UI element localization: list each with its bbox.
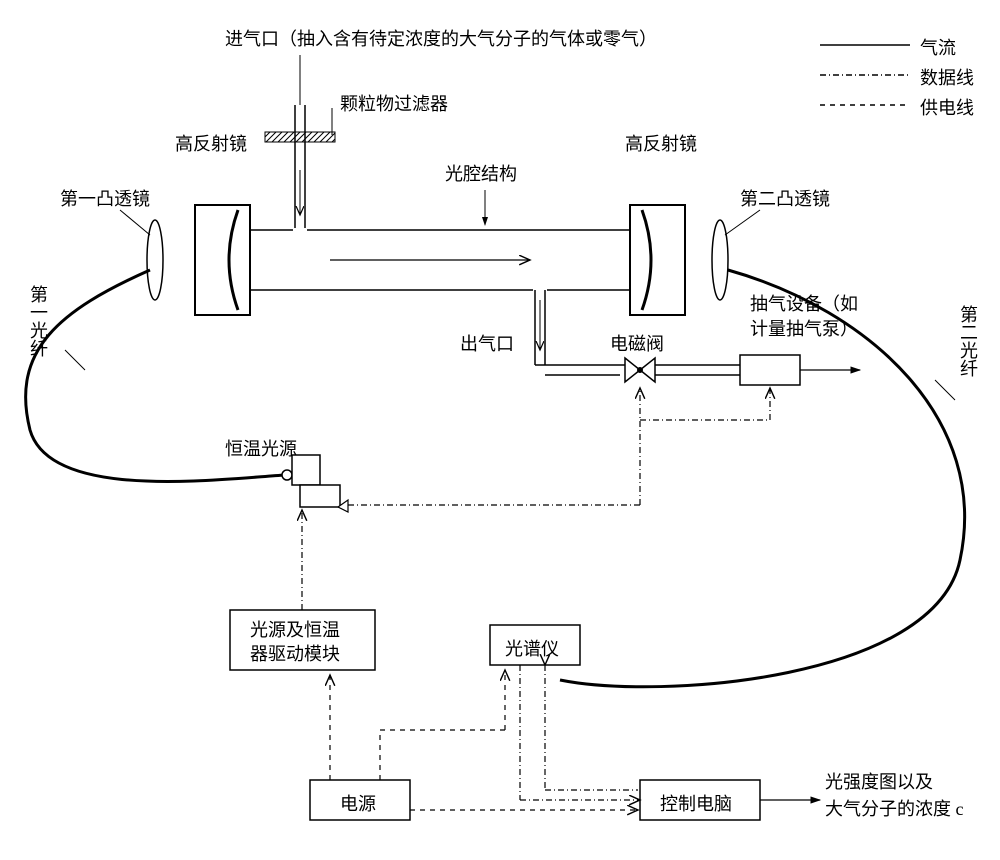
output-label-1: 光强度图以及 <box>825 768 933 794</box>
pump-label-1: 抽气设备（如 <box>750 290 858 316</box>
pump-label-2: 计量抽气泵） <box>750 315 858 341</box>
computer-label: 控制电脑 <box>660 790 732 816</box>
legend-flow: 气流 <box>920 34 956 60</box>
legend-data: 数据线 <box>920 64 974 90</box>
diagram-svg <box>0 0 1000 860</box>
inlet-title: 进气口（抽入含有待定浓度的大气分子的气体或零气） <box>225 25 657 51</box>
fiber1-label: 第一光纤 <box>25 285 51 357</box>
const-temp-source-label: 恒温光源 <box>225 435 297 461</box>
lens1-label: 第一凸透镜 <box>60 185 150 211</box>
fiber2-label: 第二光纤 <box>955 305 981 377</box>
mirror-right-label: 高反射镜 <box>625 130 697 156</box>
lens2-label: 第二凸透镜 <box>740 185 830 211</box>
diagram-canvas: 进气口（抽入含有待定浓度的大气分子的气体或零气） 颗粒物过滤器 高反射镜 高反射… <box>0 0 1000 860</box>
particle-filter-label: 颗粒物过滤器 <box>340 90 448 116</box>
outlet-label: 出气口 <box>460 330 514 356</box>
valve-label: 电磁阀 <box>610 330 664 356</box>
legend-power: 供电线 <box>920 94 974 120</box>
power-label: 电源 <box>340 790 376 816</box>
driver-label-1: 光源及恒温 <box>250 616 340 642</box>
driver-label-2: 器驱动模块 <box>250 640 340 666</box>
spectrometer-label: 光谱仪 <box>505 635 559 661</box>
mirror-left-label: 高反射镜 <box>175 130 247 156</box>
cavity-label: 光腔结构 <box>445 160 517 186</box>
output-label-2: 大气分子的浓度 c <box>825 795 964 821</box>
